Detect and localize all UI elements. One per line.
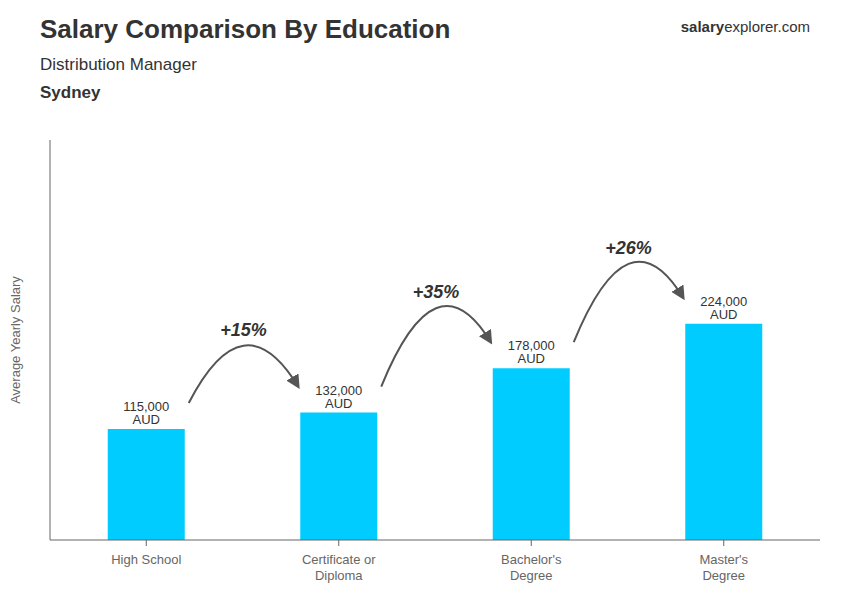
svg-text:132,000AUD: 132,000AUD (315, 383, 362, 411)
svg-text:High School: High School (111, 552, 181, 567)
svg-text:+15%: +15% (220, 320, 267, 340)
html-text:Salary Comparison By Education: Salary Comparison By Education (40, 14, 451, 44)
svg-text:Certificate orDiploma: Certificate orDiploma (302, 552, 376, 583)
svg-text:+35%: +35% (413, 282, 460, 302)
html-text:salary explorer.com: salary explorer.com (680, 18, 810, 35)
svg-text:Master'sDegree: Master'sDegree (699, 552, 748, 583)
html-text:Distribution Manager: Distribution Manager (40, 55, 197, 74)
html-text:Sydney: Sydney (40, 83, 101, 102)
svg-text:Bachelor'sDegree: Bachelor'sDegree (501, 552, 562, 583)
svg-text:178,000AUD: 178,000AUD (508, 338, 555, 366)
svg-text:+26%: +26% (605, 238, 652, 258)
svg-text:224,000AUD: 224,000AUD (700, 294, 747, 322)
svg-text:115,000AUD: 115,000AUD (123, 399, 169, 427)
svg-text:Average Yearly Salary: Average Yearly Salary (8, 276, 23, 404)
